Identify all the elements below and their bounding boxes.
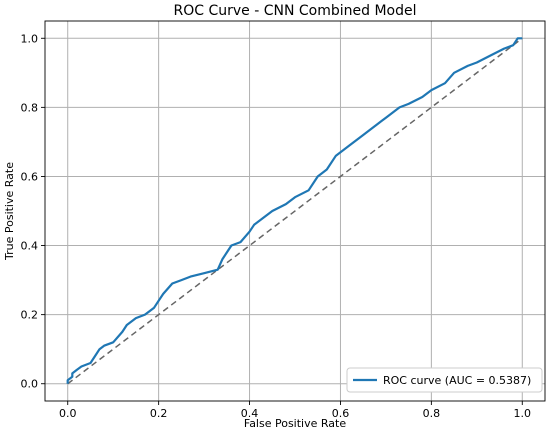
y-tick-label: 0.2 — [21, 309, 39, 322]
x-tick-label: 0.6 — [332, 407, 350, 420]
x-tick-label: 0.8 — [423, 407, 441, 420]
axes: 0.0 0.2 0.4 0.6 0.8 1.0 0.0 0.2 0.4 0.6 0.8 1.0 — [21, 20, 546, 420]
x-tick-label: 0.0 — [59, 407, 77, 420]
chart-title: ROC Curve - CNN Combined Model — [173, 3, 416, 19]
roc-curve-line — [66, 37, 523, 384]
x-tick-label: 0.2 — [150, 407, 168, 420]
y-tick-label: 0.6 — [21, 170, 39, 183]
grid — [45, 21, 545, 401]
x-tick-label: 1.0 — [514, 407, 532, 420]
y-tick-label: 0.4 — [21, 240, 39, 253]
legend: ROC curve (AUC = 0.5387) — [346, 367, 543, 393]
chance-diagonal-line — [67, 37, 523, 385]
x-axis-label: False Positive Rate — [244, 417, 346, 430]
plot-area — [66, 37, 523, 385]
y-axis-label: True Positive Rate — [3, 162, 16, 261]
y-tick-label: 0.8 — [21, 101, 39, 114]
y-tick-label: 0.0 — [21, 378, 39, 391]
legend-box — [346, 367, 543, 393]
y-tick-label: 1.0 — [21, 32, 39, 45]
plot-frame — [44, 20, 546, 402]
x-tick-label: 0.4 — [241, 407, 259, 420]
legend-entry-roc-curve: ROC curve (AUC = 0.5387) — [383, 374, 531, 387]
